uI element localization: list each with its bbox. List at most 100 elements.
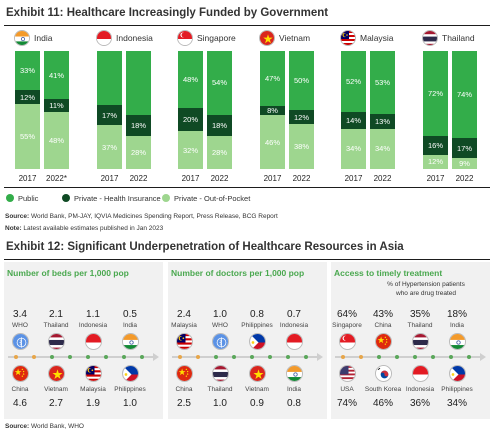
scale-dot <box>14 355 18 359</box>
legend-insurance-label: Private - Health Insurance <box>74 194 161 203</box>
scale-arrow <box>8 356 153 358</box>
bottom-country-label: China <box>11 386 29 393</box>
scale-arrow-head <box>153 353 159 361</box>
thailand-flag-icon <box>48 333 65 350</box>
scale-arrow-head <box>480 353 486 361</box>
exhibit-11-source: Source: World Bank, PM-JAY, IQVIA Medici… <box>5 213 278 220</box>
bar-segment-oop: 32% <box>178 131 203 169</box>
bottom-country-label: South Korea <box>364 386 402 393</box>
bottom-value: 0.9 <box>250 398 264 409</box>
bar-segment-insurance: 12% <box>289 110 314 125</box>
bottom-value: 4.6 <box>13 398 27 409</box>
bottom-country-label: India <box>286 386 302 393</box>
year-label: 2017 <box>100 174 119 183</box>
bottom-country-label: USA <box>340 386 354 393</box>
top-country-label: Indonesia <box>279 322 309 329</box>
india-flag-icon <box>14 30 30 46</box>
bottom-value: 34% <box>446 398 467 409</box>
bar-segment-insurance: 11% <box>44 99 69 113</box>
year-label: 2022 <box>129 174 148 183</box>
thailand-flag-icon <box>422 30 438 46</box>
year-label: 2022 <box>455 174 474 183</box>
scale-arrow-head <box>317 353 323 361</box>
top-country-label: Philippines <box>241 322 273 329</box>
scale-dot <box>104 355 108 359</box>
top-country-label: India <box>122 322 138 329</box>
bar-segment-oop: 48% <box>44 112 69 169</box>
bottom-value: 1.0 <box>123 398 137 409</box>
top-value: 64% <box>336 309 357 320</box>
bar-segment-public <box>97 51 122 106</box>
panel-title: Number of doctors per 1,000 pop <box>171 268 305 278</box>
scale-dot <box>196 355 200 359</box>
year-label: 2022 <box>210 174 229 183</box>
top-country-label: Thailand <box>43 322 69 329</box>
bottom-value: 74% <box>336 398 357 409</box>
malaysia-flag-icon <box>340 30 356 46</box>
vietnam-flag-icon <box>48 365 65 382</box>
panel-subtitle: who are drug treated <box>396 290 456 297</box>
bar-segment-public: 50% <box>289 51 314 110</box>
india-flag-icon <box>449 333 466 350</box>
bottom-country-label: Philippines <box>441 386 473 393</box>
legend-oop-swatch <box>162 194 170 202</box>
india-flag-icon <box>286 365 303 382</box>
legend-oop-label: Private - Out-of-Pocket <box>174 194 251 203</box>
malaysia-flag-icon <box>85 365 102 382</box>
scale-dot <box>413 355 417 359</box>
bar-segment-oop: 34% <box>370 128 395 169</box>
scale-dot <box>32 355 36 359</box>
top-value: 0.5 <box>123 309 137 320</box>
top-value: 2.1 <box>49 309 63 320</box>
top-country-label: WHO <box>12 322 28 329</box>
country-label: Malaysia <box>360 33 394 43</box>
bar-segment-oop: 28% <box>207 135 232 169</box>
top-country-label: Malaysia <box>171 322 197 329</box>
indonesia-flag-icon <box>286 333 303 350</box>
bar-segment-insurance: 16% <box>423 135 448 155</box>
bottom-value: 1.9 <box>86 398 100 409</box>
bottom-country-label: Malaysia <box>80 386 106 393</box>
philippines-flag-icon <box>449 365 466 382</box>
year-label: 2017 <box>18 174 37 183</box>
bar-segment-public: 72% <box>423 51 448 136</box>
bar-segment-insurance: 20% <box>178 107 203 132</box>
exhibit-12-title: Exhibit 12: Significant Underpenetration… <box>6 241 404 253</box>
top-value: 43% <box>372 309 393 320</box>
indonesia-flag-icon <box>85 333 102 350</box>
vietnam-flag-icon <box>259 30 275 46</box>
year-label: 2017 <box>263 174 282 183</box>
singapore-flag-icon <box>339 333 356 350</box>
bar-segment-public: 48% <box>178 51 203 108</box>
legend-public-swatch <box>6 194 14 202</box>
year-label: 2017 <box>344 174 363 183</box>
bottom-value: 2.5 <box>177 398 191 409</box>
bar-segment-oop: 37% <box>97 125 122 169</box>
country-label: Singapore <box>197 33 236 43</box>
legend-insurance-swatch <box>62 194 70 202</box>
bar-segment-insurance: 18% <box>126 114 151 136</box>
top-value: 35% <box>409 309 430 320</box>
south-korea-flag-icon <box>375 365 392 382</box>
scale-dot <box>431 355 435 359</box>
scale-dot <box>304 355 308 359</box>
exhibit-12-rule <box>4 259 490 260</box>
bar-segment-public: 33% <box>15 51 40 90</box>
vietnam-flag-icon <box>249 365 266 382</box>
scale-dot <box>467 355 471 359</box>
scale-dot <box>50 355 54 359</box>
usa-flag-icon <box>339 365 356 382</box>
top-country-label: India <box>449 322 465 329</box>
scale-dot <box>359 355 363 359</box>
scale-arrow <box>335 356 480 358</box>
china-flag-icon <box>12 365 29 382</box>
bottom-country-label: Indonesia <box>405 386 435 393</box>
malaysia-flag-icon <box>176 333 193 350</box>
top-value: 2.4 <box>177 309 191 320</box>
panel-title: Access to timely treatment <box>334 268 443 278</box>
bar-segment-insurance: 17% <box>452 138 477 159</box>
bar-segment-oop: 34% <box>341 128 366 169</box>
scale-dot <box>122 355 126 359</box>
bar-segment-insurance: 18% <box>207 114 232 136</box>
